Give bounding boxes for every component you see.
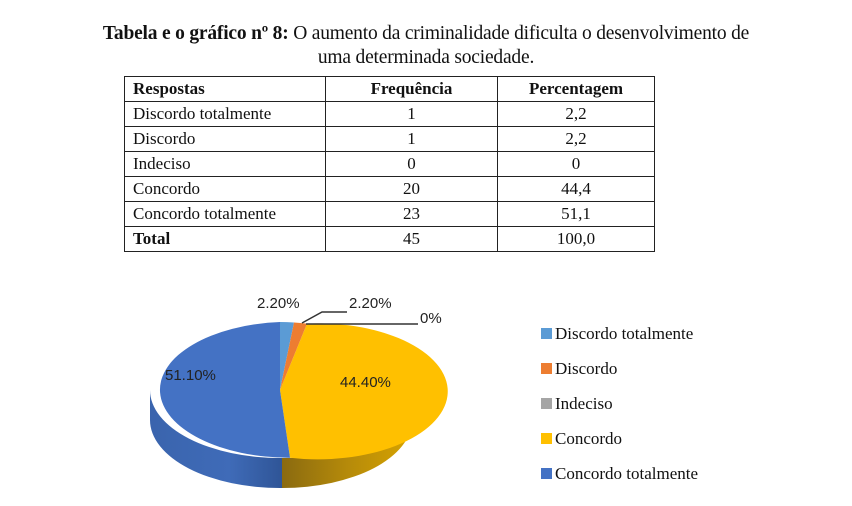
cell-percentagem: 0 [497, 151, 655, 177]
figure-title: Tabela e o gráfico nº 8: O aumento da cr… [0, 22, 852, 70]
legend-swatch-icon [541, 468, 552, 479]
cell-resposta: Discordo totalmente [124, 101, 326, 127]
data-label-discordo: 2.20% [349, 295, 392, 312]
title-text: O aumento da criminalidade dificulta o d… [288, 23, 750, 44]
title-line-1: Tabela e o gráfico nº 8: O aumento da cr… [0, 22, 852, 46]
legend-swatch-icon [541, 328, 552, 339]
cell-total-frequencia: 45 [325, 226, 498, 252]
table-row: Indeciso 0 0 [124, 151, 655, 177]
pie-side-concordo [282, 390, 412, 488]
cell-total-percentagem: 100,0 [497, 226, 655, 252]
cell-frequencia: 1 [325, 126, 498, 152]
cell-resposta: Concordo [124, 176, 326, 202]
cell-frequencia: 0 [325, 151, 498, 177]
cell-frequencia: 23 [325, 201, 498, 227]
legend-label: Concordo [555, 428, 623, 448]
title-prefix: Tabela e o gráfico nº 8: [102, 23, 289, 44]
title-line-2: uma determinada sociedade. [317, 47, 535, 68]
header-frequencia: Frequência [325, 76, 498, 102]
pie-slice-concordo-totalmente [159, 322, 290, 458]
legend-item-concordo-totalmente: Concordo totalmente [541, 456, 698, 491]
cell-percentagem: 44,4 [497, 176, 655, 202]
legend-item-concordo: Concordo [541, 421, 698, 456]
data-label-discordo-totalmente: 2.20% [257, 295, 300, 312]
header-respostas: Respostas [124, 76, 326, 102]
legend-label: Discordo totalmente [555, 323, 694, 343]
pie-slice-discordo-totalmente [280, 322, 294, 390]
legend-label: Indeciso [555, 393, 613, 413]
data-label-indeciso: 0% [420, 310, 442, 327]
pie-slice-discordo [280, 322, 307, 390]
legend-label: Discordo [555, 358, 618, 378]
legend-item-discordo-totalmente: Discordo totalmente [541, 316, 698, 351]
leader-line-discordo [301, 311, 347, 324]
cell-resposta: Concordo totalmente [124, 201, 326, 227]
table-row: Discordo totalmente 1 2,2 [124, 101, 655, 127]
table-row: Discordo 1 2,2 [124, 126, 655, 152]
legend-item-indeciso: Indeciso [541, 386, 698, 421]
data-label-concordo-totalmente: 51.10% [165, 367, 216, 384]
cell-frequencia: 1 [325, 101, 498, 127]
table-row: Concordo 20 44,4 [124, 176, 655, 202]
cell-percentagem: 51,1 [497, 201, 655, 227]
cell-resposta: Indeciso [124, 151, 326, 177]
table-total-row: Total 45 100,0 [124, 226, 655, 252]
cell-percentagem: 2,2 [497, 101, 655, 127]
cell-total-label: Total [124, 226, 326, 252]
table-header-row: Respostas Frequência Percentagem [124, 76, 655, 102]
table-row: Concordo totalmente 23 51,1 [124, 201, 655, 227]
cell-resposta: Discordo [124, 126, 326, 152]
pie-chart [150, 311, 448, 489]
legend-label: Concordo totalmente [555, 463, 699, 483]
legend-item-discordo: Discordo [541, 351, 698, 386]
responses-table: Respostas Frequência Percentagem Discord… [124, 76, 655, 252]
pie-side-concordo-totalmente [150, 390, 282, 489]
chart-legend: Discordo totalmente Discordo Indeciso Co… [541, 316, 698, 491]
legend-swatch-icon [541, 433, 552, 444]
cell-frequencia: 20 [325, 176, 498, 202]
data-label-concordo: 44.40% [340, 374, 391, 391]
pie-slice-concordo [280, 323, 448, 460]
cell-percentagem: 2,2 [497, 126, 655, 152]
header-percentagem: Percentagem [497, 76, 655, 102]
legend-swatch-icon [541, 398, 552, 409]
legend-swatch-icon [541, 363, 552, 374]
